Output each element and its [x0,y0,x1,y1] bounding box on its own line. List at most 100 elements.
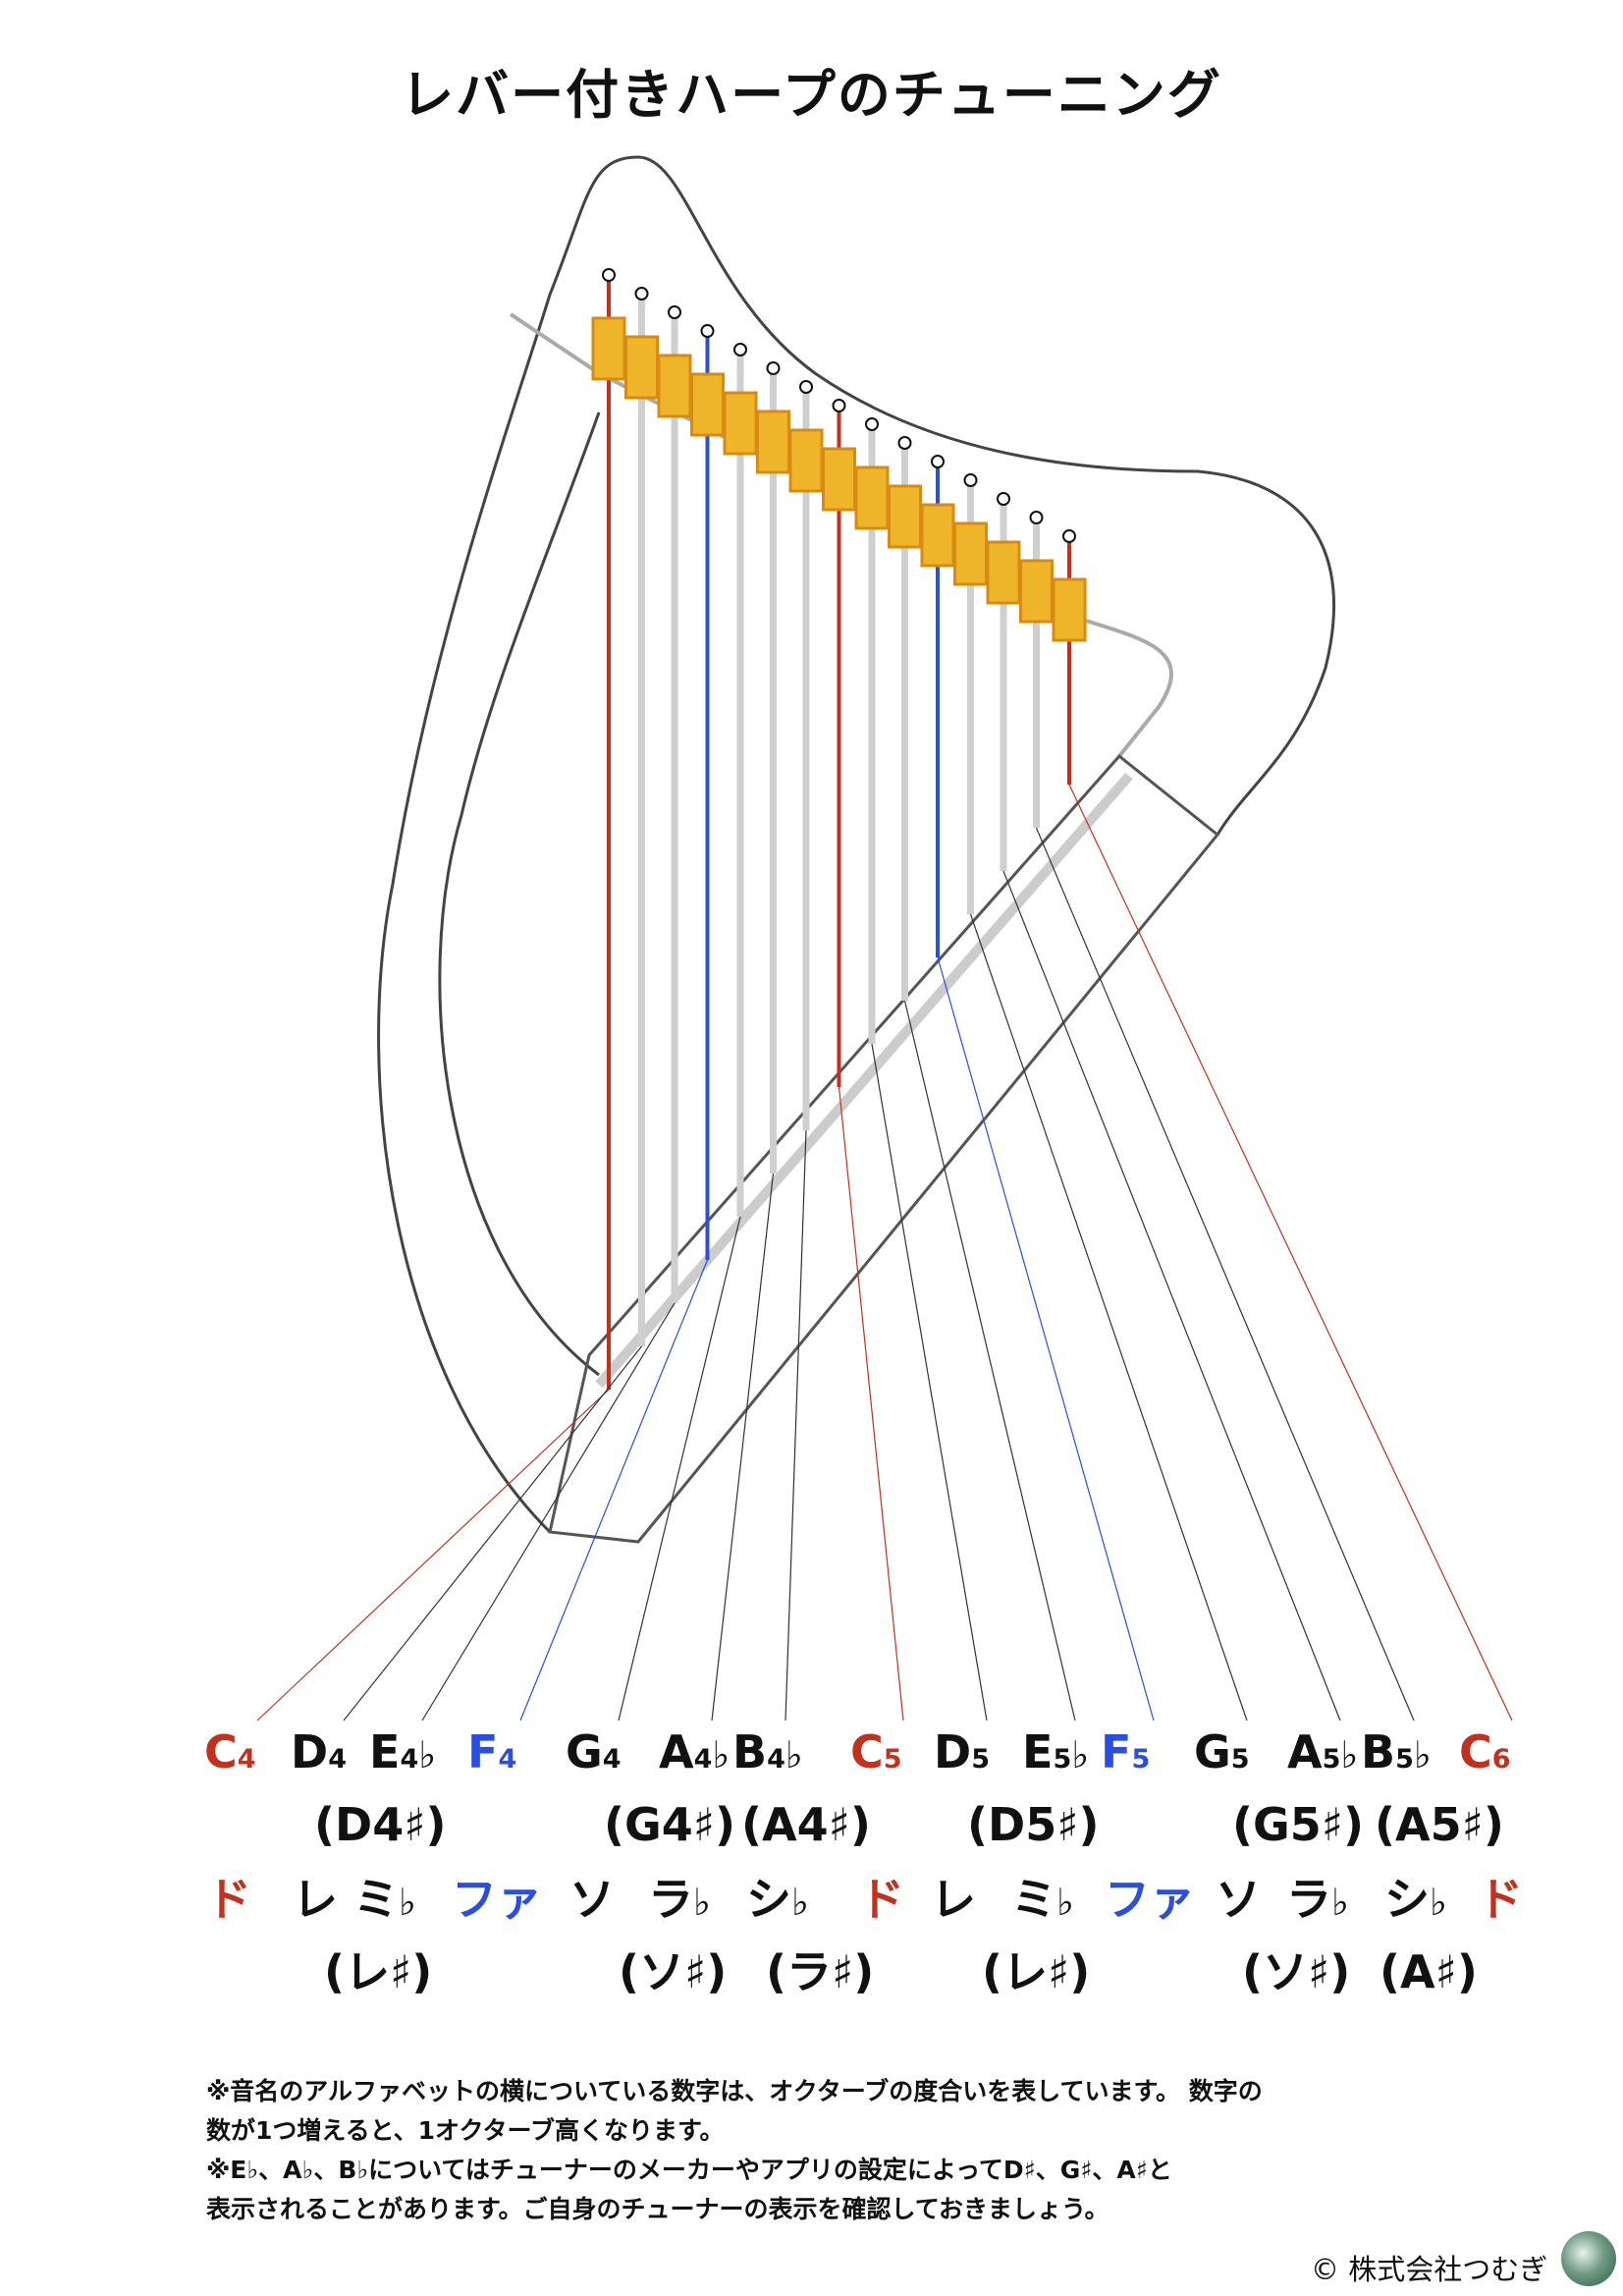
solfege-note: ド [1478,1868,1523,1931]
solfege-name: ド [1478,1873,1523,1926]
tuning-pin-G4 [733,343,747,356]
alt-note-name: (A4♯) [741,1798,871,1851]
footnote-line: 表示されることがあります。ご自身のチューナーの表示を確認しておきましょう。 [206,2195,1109,2223]
solfege-note: ミ♭ [1011,1868,1074,1931]
solfege-alt: (A♯) [1380,1941,1478,2003]
octave-number: 4 [602,1744,622,1775]
note-letter: F4 [467,1721,516,1783]
note-letter: D4 [291,1721,347,1783]
note-letter-alt: (G5♯) [1232,1793,1364,1856]
note-letter: G4 [566,1721,622,1783]
pointer-line-E4b [421,1302,676,1722]
solfege-name: シ [746,1873,791,1926]
solfege-alt: (ラ♯) [766,1941,874,2003]
tuning-pin-F5 [931,455,945,468]
flat-sign: ♭ [1071,1733,1090,1777]
pointer-line-D4 [343,1345,642,1722]
note-letter: C4 [204,1721,256,1783]
pointer-line-E5b [903,1000,1076,1722]
flat-sign: ♭ [399,1881,416,1924]
note-letter-name: E [1022,1725,1054,1778]
octave-number: 4 [328,1744,347,1775]
octave-number: 5 [1053,1744,1072,1775]
solfege-note: ド [206,1868,251,1931]
strings-layer [602,268,1076,1390]
solfege-note: シ♭ [1384,1868,1447,1931]
alt-note-name: (G5♯) [1232,1798,1365,1851]
note-letter-alt: (D4♯) [314,1793,447,1856]
note-letter-name: A [659,1725,694,1778]
solfege-name: レ [931,1873,976,1926]
footnotes: ※音名のアルファベットの横についている数字は、オクターブの度合いを表しています。… [206,2072,1384,2229]
solfege-alt-name: (レ♯) [324,1945,433,1998]
alt-note-name: (D4♯) [314,1798,447,1851]
company-logo-icon [1561,2231,1616,2286]
solfege-name: ミ [353,1873,399,1926]
flat-sign: ♭ [693,1881,711,1924]
note-letter-alt-row: (D4♯) (G4♯) (A4♯) (D5♯) (G5♯) (A5♯) [0,1793,1623,1856]
pointer-line-F4 [519,1259,709,1722]
note-letter: E5♭ [1022,1721,1089,1783]
harp-inner-outline [438,411,601,1377]
tuning-pin-E5b [897,436,912,450]
solfege-name: ミ [1011,1873,1056,1926]
solfege-note: ド [859,1868,904,1931]
note-letter-name: A [1287,1725,1323,1778]
harp-outer-outline [377,155,1335,1534]
solfege-note: レ [293,1868,338,1931]
solfege-name: ソ [569,1873,615,1926]
pointer-line-C5 [838,1086,904,1722]
flat-sign: ♭ [418,1733,437,1777]
tuning-pin-F4 [700,324,715,338]
octave-number: 4 [237,1744,256,1775]
lever-B4b [788,428,824,493]
note-letter-name: F [1101,1725,1132,1778]
lever-C5 [822,447,856,512]
footnote-line: 数が1つ増えると、1オクターブ高くなります。 [206,2116,725,2145]
solfege-alt-name: (レ♯) [982,1945,1091,1998]
flat-sign: ♭ [1413,1733,1432,1777]
lever-E4b [657,354,692,418]
flat-sign: ♭ [784,1733,803,1777]
pointer-line-A4b [711,1173,775,1722]
lever-G5 [953,521,988,586]
tuning-pin-C4 [602,268,616,282]
note-letter-name: D [934,1725,972,1778]
solfege-alt-name: (A♯) [1380,1945,1478,1998]
octave-number: 6 [1491,1744,1511,1775]
tuning-pin-C5 [832,399,846,412]
octave-number: 5 [971,1744,990,1775]
note-letter: E4♭ [369,1721,436,1783]
alt-note-name: (A5♯) [1375,1798,1504,1851]
solfege-note: レ [931,1868,976,1931]
lever-C6 [1052,577,1087,642]
solfege-note: シ♭ [746,1868,809,1931]
octave-number: 5 [1131,1744,1151,1775]
pointer-line-D5 [871,1043,988,1722]
lever-C4 [591,316,626,381]
note-letter-name: F [467,1725,499,1778]
octave-number: 5 [883,1744,902,1775]
solfege-alt: (レ♯) [324,1941,432,2003]
solfege-name: ラ [648,1873,693,1926]
note-letter-alt: (A5♯) [1375,1793,1504,1856]
lever-E5b [888,484,922,549]
solfege-row: ドレミ♭ ファソラ♭ シ♭ ドレミ♭ ファソラ♭ シ♭ ド [0,1868,1623,1931]
flat-sign: ♭ [1340,1733,1359,1777]
tuning-pin-B4b [799,380,813,394]
octave-number: 5 [1322,1744,1341,1775]
solfege-name: シ [1384,1873,1430,1926]
solfege-note: ソ [569,1868,615,1931]
tuning-pin-D4 [634,287,649,301]
note-letter: B5♭ [1361,1721,1432,1783]
solfege-name: ファ [1105,1873,1195,1926]
solfege-name: ファ [452,1873,542,1926]
note-letter-name: C [1459,1725,1492,1778]
note-letter-alt: (G4♯) [604,1793,735,1856]
flat-sign: ♭ [712,1733,730,1777]
solfege-name: ド [859,1873,904,1926]
octave-number: 4 [498,1744,517,1775]
note-letter-alt: (A4♯) [741,1793,871,1856]
note-letter-row: C4 D4 E4♭ F4 G4 A4♭ B4♭ C5 D5 E5♭ F5 G5 A5♭ B5♭ C6 [0,1721,1623,1783]
octave-number: 4 [767,1744,785,1775]
